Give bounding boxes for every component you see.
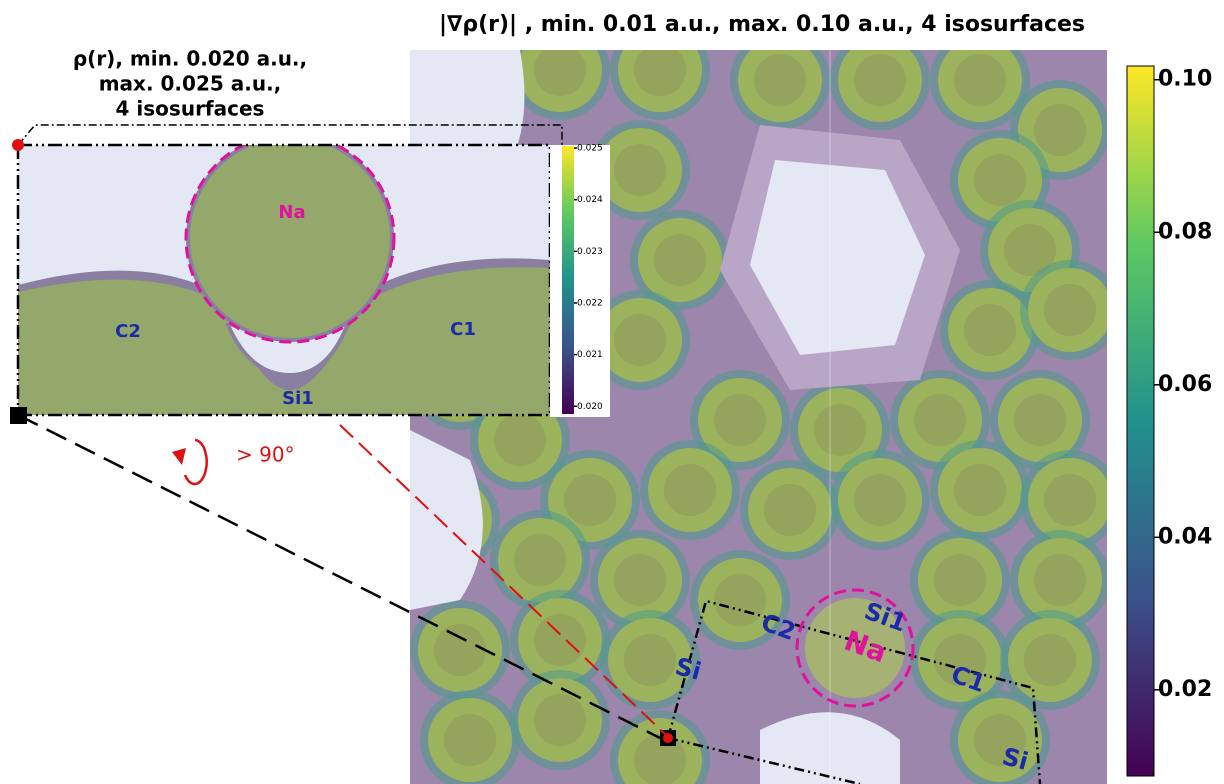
inset-title: ρ(r), min. 0.020 a.u., — [73, 47, 307, 71]
colorbar-tick-label: 0.025 — [577, 144, 603, 154]
rotation-label: > 90° — [236, 443, 295, 467]
isosurface-core — [1044, 474, 1096, 526]
isosurface-core — [1014, 394, 1066, 446]
isosurface-core — [534, 694, 586, 746]
isosurface-core — [964, 304, 1016, 356]
isosurface-core — [654, 234, 706, 286]
figure: > 90° |∇ρ(r)| , min. 0.01 a.u., max. 0.1… — [0, 0, 1224, 784]
colorbar-tick-label: 0.021 — [577, 350, 603, 360]
isosurface-core — [954, 464, 1006, 516]
isosurface-core — [634, 44, 686, 96]
colorbar-tick-label: 0.024 — [577, 195, 603, 205]
isosurface-core — [564, 474, 616, 526]
colorbar-tick-label: 0.020 — [577, 402, 603, 412]
isosurface-core — [714, 574, 766, 626]
isosurface-core — [1034, 104, 1086, 156]
isosurface-core — [494, 414, 546, 466]
inset-title: 4 isosurfaces — [116, 97, 265, 121]
isosurface-core — [614, 144, 666, 196]
isosurface-core — [434, 624, 486, 676]
isosurface-core — [914, 394, 966, 446]
isosurface-core — [754, 54, 806, 106]
isosurface-core — [1044, 284, 1096, 336]
isosurface-core — [714, 394, 766, 446]
atom-label: Si1 — [282, 388, 314, 409]
atom-label: C2 — [115, 321, 141, 342]
isosurface-core — [664, 464, 716, 516]
inset-colorbar — [562, 146, 574, 414]
colorbar-tick-label: 0.04 — [1158, 524, 1212, 549]
colorbar-tick-label: 0.023 — [577, 247, 603, 257]
atom-label: Na — [278, 202, 305, 223]
isosurface-core — [514, 534, 566, 586]
main-title: |∇ρ(r)| , min. 0.01 a.u., max. 0.10 a.u.… — [439, 12, 1085, 37]
isosurface-core — [534, 44, 586, 96]
isosurface-core — [934, 554, 986, 606]
inset-panel — [18, 134, 550, 415]
isosurface-core — [624, 634, 676, 686]
inset-colorbar-bg — [550, 145, 610, 417]
main-colorbar — [1127, 66, 1154, 776]
atom-label: C1 — [450, 319, 476, 340]
colorbar-tick-label: 0.10 — [1158, 67, 1212, 92]
inset-title: max. 0.025 a.u., — [99, 72, 282, 96]
isosurface-core — [614, 314, 666, 366]
isosurface-core — [854, 54, 906, 106]
colorbar-tick-label: 0.06 — [1158, 372, 1212, 397]
isosurface-core — [954, 54, 1006, 106]
isosurface-core — [974, 154, 1026, 206]
colorbar-tick-label: 0.08 — [1158, 219, 1212, 244]
isosurface-core — [1024, 634, 1076, 686]
isosurface-core — [764, 484, 816, 536]
colorbar-tick-label: 0.02 — [1158, 677, 1212, 702]
isosurface-core — [444, 714, 496, 766]
isosurface-core — [534, 614, 586, 666]
isosurface-core — [614, 554, 666, 606]
isosurface-core — [814, 404, 866, 456]
colorbar-tick-label: 0.022 — [577, 298, 603, 308]
isosurface-core — [1034, 554, 1086, 606]
isosurface-core — [854, 474, 906, 526]
